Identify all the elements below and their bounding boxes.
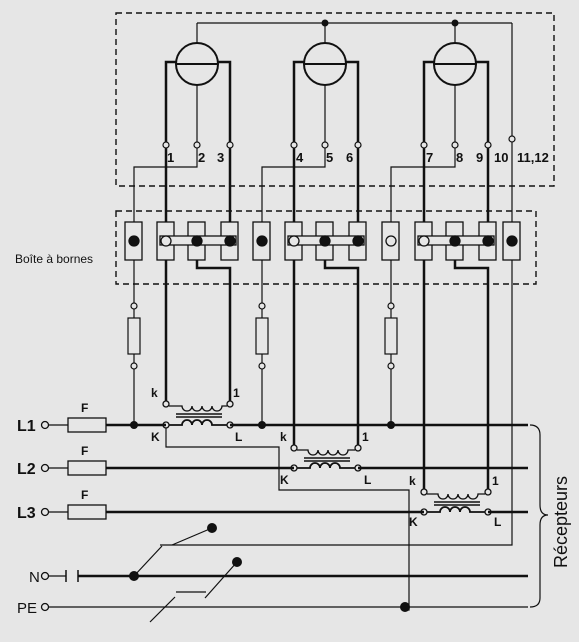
terminal-number-3: 3 bbox=[217, 150, 224, 165]
meter-enclosure bbox=[115, 12, 555, 187]
terminal-number-8: 8 bbox=[456, 150, 463, 165]
ct3-primary-l-label: L bbox=[494, 515, 501, 529]
ct2-secondary-k-label: k bbox=[280, 430, 287, 444]
ct1-primary-k-label: K bbox=[151, 430, 160, 444]
ct1-primary-l-label: L bbox=[235, 430, 242, 444]
line-label-pe: PE bbox=[17, 600, 37, 617]
terminal-number-6: 6 bbox=[346, 150, 353, 165]
measuring-element-2 bbox=[292, 42, 360, 142]
line-label-l1: L1 bbox=[17, 418, 36, 435]
terminal-number-9: 9 bbox=[476, 150, 483, 165]
line-label-l3: L3 bbox=[17, 505, 36, 522]
block-to-line-wiring bbox=[133, 260, 513, 546]
terminal-number-11-12: 11,12 bbox=[517, 150, 549, 165]
measuring-element-3 bbox=[422, 42, 490, 142]
supply-lines bbox=[48, 423, 528, 608]
meter-to-block-wiring bbox=[133, 142, 513, 222]
terminal-block-enclosure bbox=[115, 210, 537, 285]
fuse-l3-label: F bbox=[81, 488, 88, 502]
meter-terminals bbox=[162, 135, 516, 149]
line-junction-dots bbox=[129, 421, 410, 612]
current-transformer-1 bbox=[162, 400, 234, 429]
fuse-l2-label: F bbox=[81, 444, 88, 458]
current-transformer-3 bbox=[420, 488, 492, 516]
fuse-l1-label: F bbox=[81, 401, 88, 415]
current-transformer-2 bbox=[290, 444, 362, 472]
terminal-number-7: 7 bbox=[426, 150, 433, 165]
link-contact-dot bbox=[207, 523, 217, 533]
main-fuses bbox=[67, 417, 107, 520]
ct1-secondary-k-label: k bbox=[151, 386, 158, 400]
loads-label: Récepteurs bbox=[551, 476, 571, 568]
terminal-number-10: 10 bbox=[494, 150, 508, 165]
voltage-branch-fuses bbox=[127, 302, 398, 370]
ct1-secondary-l-label: 1 bbox=[233, 386, 240, 400]
line-label-n: N bbox=[29, 569, 40, 586]
terminal-block-label: Boîte à bornes bbox=[15, 252, 93, 266]
ct3-primary-k-label: K bbox=[409, 515, 418, 529]
line-label-l2: L2 bbox=[17, 461, 36, 478]
neutral-earth-links bbox=[133, 527, 238, 623]
link-contact-dot bbox=[232, 557, 242, 567]
loads-brace bbox=[529, 424, 549, 608]
ct2-secondary-l-label: 1 bbox=[362, 430, 369, 444]
measuring-element-1 bbox=[164, 42, 232, 142]
ct3-secondary-l-label: 1 bbox=[492, 474, 499, 488]
terminal-number-5: 5 bbox=[326, 150, 333, 165]
terminal-number-1: 1 bbox=[167, 150, 174, 165]
terminal-number-4: 4 bbox=[296, 150, 304, 165]
terminal-screws bbox=[128, 235, 518, 247]
ct2-primary-l-label: L bbox=[364, 473, 371, 487]
terminal-number-2: 2 bbox=[198, 150, 205, 165]
ct2-primary-k-label: K bbox=[280, 473, 289, 487]
line-terminals bbox=[40, 420, 50, 612]
ct3-secondary-k-label: k bbox=[409, 474, 416, 488]
ct-return-wiring bbox=[165, 428, 410, 611]
